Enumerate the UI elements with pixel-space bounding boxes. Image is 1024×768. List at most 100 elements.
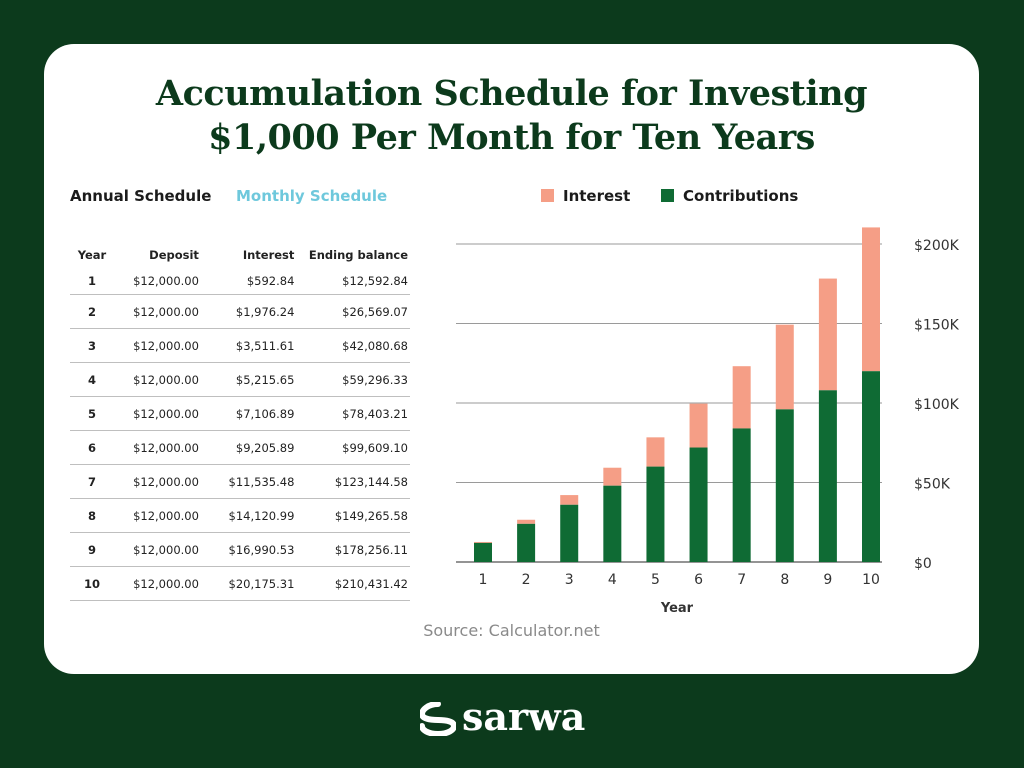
title-line-1: Accumulation Schedule for Investing — [155, 73, 868, 114]
bar-interest — [862, 227, 880, 372]
cell-year: 6 — [70, 430, 114, 465]
cell-interest: $1,976.24 — [200, 294, 297, 329]
bar-interest — [732, 366, 751, 429]
x-tick-label: 10 — [862, 572, 880, 588]
cell-ending-balance: $149,265.58 — [296, 498, 410, 533]
title-line-2: $1,000 Per Month for Ten Years — [208, 117, 815, 158]
bar-contributions — [818, 390, 837, 562]
cell-interest: $14,120.99 — [200, 498, 297, 533]
x-tick-label: 3 — [565, 572, 574, 588]
cell-ending-balance: $210,431.42 — [296, 566, 410, 601]
cell-year: 3 — [70, 328, 114, 363]
annual-schedule-table: Year Deposit Interest Ending balance 1 $1… — [70, 242, 410, 601]
bar-contributions — [862, 371, 880, 562]
legend-contributions: Contributions — [661, 187, 798, 205]
cell-deposit: $12,000.00 — [113, 294, 201, 329]
cell-interest: $16,990.53 — [200, 532, 297, 567]
sarwa-logo-text: sarwa — [462, 694, 586, 739]
chart-title: Accumulation Schedule for Investing $1,0… — [44, 72, 979, 160]
infographic-card: Accumulation Schedule for Investing $1,0… — [44, 44, 979, 674]
source-note: Source: Calculator.net — [423, 621, 600, 640]
tab-monthly-schedule[interactable]: Monthly Schedule — [236, 187, 388, 205]
bar-interest — [818, 278, 837, 391]
y-tick-label: $150K — [914, 318, 960, 334]
bar-contributions — [775, 409, 794, 562]
cell-interest: $11,535.48 — [200, 464, 297, 499]
bar-interest — [603, 467, 622, 486]
sarwa-logo-icon — [420, 702, 456, 736]
cell-ending-balance: $26,569.07 — [296, 294, 410, 329]
table-row: 2 $12,000.00 $1,976.24 $26,569.07 — [70, 294, 410, 329]
bar-contributions — [646, 466, 665, 562]
x-tick-label: 9 — [823, 572, 832, 588]
y-tick-label: $200K — [914, 238, 960, 254]
legend-label-contributions: Contributions — [683, 187, 799, 205]
bar-contributions — [474, 542, 492, 562]
x-tick-label: 7 — [737, 572, 746, 588]
table-row: 4 $12,000.00 $5,215.65 $59,296.33 — [70, 362, 410, 397]
cell-deposit: $12,000.00 — [113, 464, 201, 499]
x-tick-label: 6 — [694, 572, 703, 588]
header-ending-balance: Ending balance — [308, 248, 408, 262]
cell-interest: $7,106.89 — [200, 396, 297, 431]
header-interest: Interest — [242, 248, 295, 262]
table-row: 8 $12,000.00 $14,120.99 $149,265.58 — [70, 498, 410, 533]
cell-year: 7 — [70, 464, 114, 499]
bar-interest — [474, 541, 492, 543]
x-tick-label: 5 — [651, 572, 660, 588]
table-row: 1 $12,000.00 $592.84 $12,592.84 — [70, 268, 410, 295]
x-tick-label: 4 — [608, 572, 617, 588]
table-row: 7 $12,000.00 $11,535.48 $123,144.58 — [70, 464, 410, 499]
cell-interest: $3,511.61 — [200, 328, 297, 363]
cell-deposit: $12,000.00 — [113, 498, 201, 533]
cell-deposit: $12,000.00 — [113, 362, 201, 397]
x-tick-label: 8 — [780, 572, 789, 588]
cell-interest: $9,205.89 — [200, 430, 297, 465]
y-tick-label: $50K — [914, 477, 951, 493]
legend-swatch-interest — [541, 189, 554, 202]
cell-year: 1 — [70, 268, 114, 295]
bar-contributions — [689, 447, 708, 562]
legend-swatch-contributions — [661, 189, 674, 202]
header-deposit: Deposit — [149, 248, 199, 262]
cell-ending-balance: $59,296.33 — [296, 362, 410, 397]
cell-year: 10 — [70, 566, 114, 601]
cell-deposit: $12,000.00 — [113, 268, 201, 295]
bar-contributions — [603, 485, 622, 562]
y-tick-label: $0 — [914, 556, 932, 572]
x-tick-label: 2 — [522, 572, 531, 588]
stacked-bar-chart: $0 $50K $100K $150K $200K 1 2 3 4 5 6 7 8 9 10 Year — [456, 227, 960, 616]
cell-year: 4 — [70, 362, 114, 397]
cell-ending-balance: $99,609.10 — [296, 430, 410, 465]
cell-interest: $20,175.31 — [200, 566, 297, 601]
bar-interest — [517, 519, 536, 524]
cell-deposit: $12,000.00 — [113, 396, 201, 431]
table-header-row: Year Deposit Interest Ending balance — [70, 242, 410, 268]
cell-ending-balance: $12,592.84 — [296, 268, 410, 295]
cell-interest: $5,215.65 — [200, 362, 297, 397]
cell-year: 2 — [70, 294, 114, 329]
table-row: 3 $12,000.00 $3,511.61 $42,080.68 — [70, 328, 410, 363]
bar-contributions — [560, 504, 579, 562]
header-year: Year — [77, 248, 107, 262]
bar-contributions — [732, 428, 751, 562]
table-row: 5 $12,000.00 $7,106.89 $78,403.21 — [70, 396, 410, 431]
cell-deposit: $12,000.00 — [113, 566, 201, 601]
cell-ending-balance: $178,256.11 — [296, 532, 410, 567]
legend-label-interest: Interest — [563, 187, 631, 205]
bar-interest — [560, 495, 579, 505]
legend-interest: Interest — [541, 187, 630, 205]
bar-interest — [646, 437, 665, 467]
bar-interest — [689, 403, 708, 448]
cell-year: 5 — [70, 396, 114, 431]
cell-interest: $592.84 — [200, 268, 297, 295]
tab-annual-schedule[interactable]: Annual Schedule — [70, 187, 212, 205]
cell-year: 8 — [70, 498, 114, 533]
bar-interest — [775, 324, 794, 410]
x-tick-label: 1 — [479, 572, 488, 588]
y-tick-label: $100K — [914, 397, 960, 413]
table-row: 6 $12,000.00 $9,205.89 $99,609.10 — [70, 430, 410, 465]
cell-deposit: $12,000.00 — [113, 328, 201, 363]
cell-year: 9 — [70, 532, 114, 567]
bar-contributions — [517, 523, 536, 562]
